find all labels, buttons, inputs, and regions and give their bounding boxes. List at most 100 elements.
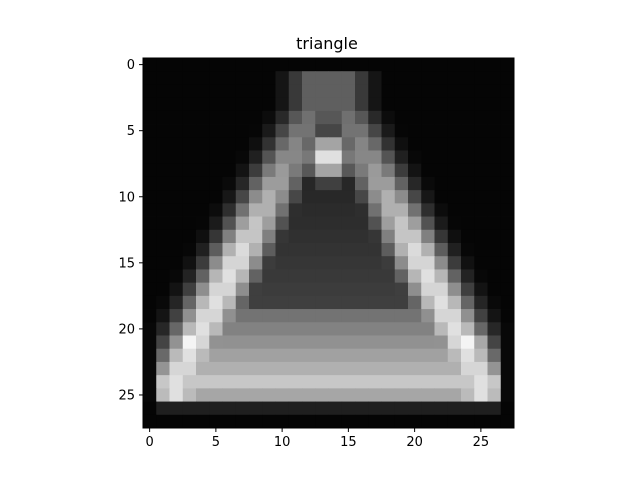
- heatmap-cell: [223, 203, 237, 217]
- heatmap-cell: [209, 190, 223, 204]
- heatmap-cell: [342, 388, 356, 402]
- heatmap-cell: [368, 269, 382, 283]
- heatmap-cell: [143, 84, 157, 98]
- heatmap-cell: [501, 151, 515, 165]
- heatmap-cell: [209, 375, 223, 389]
- heatmap-cell: [196, 71, 210, 85]
- heatmap-cell: [156, 71, 170, 85]
- heatmap-cell: [156, 322, 170, 336]
- heatmap-cell: [382, 230, 396, 244]
- heatmap-cell: [236, 190, 250, 204]
- heatmap-cell: [448, 375, 462, 389]
- heatmap-cell: [276, 243, 290, 257]
- heatmap-cell: [289, 124, 303, 138]
- heatmap-cell: [501, 98, 515, 112]
- heatmap-cell: [170, 362, 184, 376]
- heatmap-cell: [183, 71, 197, 85]
- heatmap-cell: [236, 322, 250, 336]
- heatmap-cell: [262, 137, 276, 151]
- heatmap-cell: [395, 217, 409, 231]
- heatmap-cell: [183, 137, 197, 151]
- heatmap-cell: [276, 98, 290, 112]
- heatmap-cell: [408, 217, 422, 231]
- heatmap-cell: [315, 362, 329, 376]
- heatmap-cell: [249, 322, 263, 336]
- heatmap-cell: [302, 98, 316, 112]
- heatmap-cell: [236, 217, 250, 231]
- heatmap-cell: [421, 217, 435, 231]
- heatmap-cell: [276, 177, 290, 191]
- heatmap-cell: [488, 309, 502, 323]
- heatmap-cell: [143, 243, 157, 257]
- heatmap-cell: [408, 349, 422, 363]
- heatmap-cell: [183, 283, 197, 297]
- heatmap-cell: [395, 190, 409, 204]
- heatmap-cell: [249, 309, 263, 323]
- heatmap-cell: [474, 98, 488, 112]
- heatmap-cell: [435, 124, 449, 138]
- heatmap-cell: [209, 322, 223, 336]
- heatmap-cell: [382, 71, 396, 85]
- heatmap-cell: [382, 98, 396, 112]
- heatmap-cell: [183, 151, 197, 165]
- heatmap-cell: [329, 402, 343, 416]
- heatmap-cell: [448, 402, 462, 416]
- heatmap-cell: [223, 137, 237, 151]
- heatmap-cell: [435, 415, 449, 429]
- heatmap-cell: [355, 177, 369, 191]
- heatmap-cell: [183, 309, 197, 323]
- heatmap-cell: [461, 151, 475, 165]
- heatmap-cell: [183, 322, 197, 336]
- heatmap-cell: [329, 375, 343, 389]
- heatmap-cell: [236, 230, 250, 244]
- heatmap-cell: [276, 71, 290, 85]
- heatmap-cell: [421, 375, 435, 389]
- heatmap-cell: [236, 269, 250, 283]
- heatmap-cell: [236, 177, 250, 191]
- heatmap-cell: [156, 336, 170, 350]
- heatmap-cell: [461, 349, 475, 363]
- heatmap-cell: [315, 58, 329, 72]
- heatmap-cell: [183, 124, 197, 138]
- heatmap-cell: [249, 349, 263, 363]
- heatmap-cell: [329, 58, 343, 72]
- heatmap-cell: [183, 230, 197, 244]
- heatmap-cell: [474, 269, 488, 283]
- heatmap-cell: [236, 151, 250, 165]
- heatmap-cell: [474, 71, 488, 85]
- heatmap-cell: [501, 71, 515, 85]
- heatmap-cell: [276, 402, 290, 416]
- heatmap-cell: [262, 203, 276, 217]
- heatmap-cell: [262, 283, 276, 297]
- heatmap-cell: [421, 124, 435, 138]
- heatmap-cell: [289, 309, 303, 323]
- heatmap-cell: [170, 296, 184, 310]
- heatmap-cell: [395, 58, 409, 72]
- heatmap-cell: [435, 402, 449, 416]
- heatmap-cell: [143, 190, 157, 204]
- heatmap-cell: [170, 98, 184, 112]
- heatmap-cell: [448, 230, 462, 244]
- heatmap-cell: [395, 84, 409, 98]
- heatmap-cell: [170, 309, 184, 323]
- heatmap-cell: [249, 137, 263, 151]
- x-tick-label: 5: [212, 435, 220, 450]
- heatmap-cell: [302, 269, 316, 283]
- heatmap-cell: [183, 415, 197, 429]
- heatmap-cell: [342, 362, 356, 376]
- heatmap-cell: [249, 375, 263, 389]
- heatmap-cell: [170, 203, 184, 217]
- heatmap-cell: [342, 217, 356, 231]
- heatmap-cell: [421, 269, 435, 283]
- heatmap-cell: [236, 402, 250, 416]
- heatmap-cell: [156, 256, 170, 270]
- heatmap-cell: [156, 283, 170, 297]
- heatmap-cell: [315, 309, 329, 323]
- heatmap-cell: [488, 190, 502, 204]
- heatmap-cell: [355, 243, 369, 257]
- heatmap-cell: [183, 203, 197, 217]
- heatmap-cell: [209, 164, 223, 178]
- heatmap-cell: [368, 177, 382, 191]
- heatmap-cell: [501, 124, 515, 138]
- heatmap-cell: [223, 415, 237, 429]
